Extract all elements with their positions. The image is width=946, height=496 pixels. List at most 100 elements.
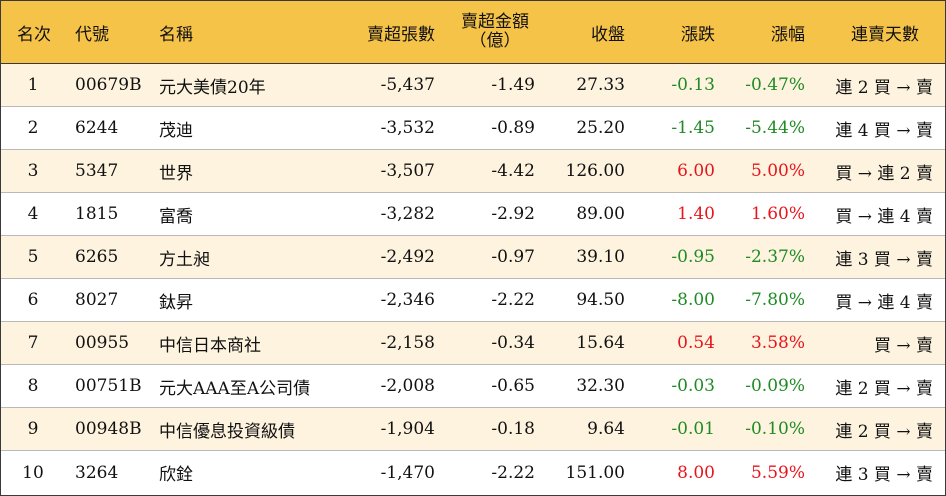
header-net-sell-amount-line1: 賣超金額 (461, 12, 529, 32)
cell-streak: 連 3 買 → 賣 (835, 465, 933, 485)
cell-rank: 6 (27, 290, 39, 310)
cell-code: 00751B (75, 376, 142, 396)
cell-streak: 買 → 賣 (873, 335, 933, 356)
cell-streak: 買 → 連 4 賣 (835, 292, 933, 313)
cell-net-sell-amount: -2.22 (491, 290, 535, 310)
cell-streak: 買 → 連 4 賣 (835, 206, 933, 227)
cell-net-sell-lots: -3,532 (380, 118, 435, 138)
cell-code: 6244 (75, 118, 119, 138)
cell-name: 元大美債20年 (159, 77, 266, 98)
cell-code: 00955 (75, 333, 130, 353)
cell-name: 鈦昇 (159, 292, 193, 313)
cell-rank: 1 (27, 75, 39, 95)
table-row: 3 5347 世界 -3,507 -4.42 126.00 6.00 5.00% 買 → 連 2… (1, 150, 945, 193)
cell-rank: 2 (27, 118, 39, 138)
cell-change: -0.01 (671, 419, 715, 439)
table-row: 8 00751B 元大AAA至A公司債 -2,008 -0.65 32.30 -0.03 -0… (1, 365, 945, 408)
cell-change: -8.00 (671, 290, 715, 310)
cell-close: 94.50 (576, 290, 625, 310)
cell-net-sell-lots: -1,904 (380, 419, 435, 439)
cell-net-sell-lots: -2,492 (380, 247, 435, 267)
header-change: 漲跌 (681, 24, 715, 45)
header-net-sell-amount: 賣超金額 （億） (447, 1, 543, 63)
cell-net-sell-lots: -2,008 (380, 376, 435, 396)
cell-close: 151.00 (565, 462, 625, 483)
cell-change-pct: -7.80% (745, 290, 805, 310)
cell-close: 32.30 (576, 376, 625, 396)
cell-code: 00679B (75, 75, 142, 95)
cell-close: 25.20 (576, 118, 625, 138)
cell-change: -0.13 (671, 75, 715, 95)
cell-name: 方土昶 (159, 249, 210, 270)
table-row: 2 6244 茂迪 -3,532 -0.89 25.20 -1.45 -5.44% 連 4 買 … (1, 107, 945, 150)
header-net-sell-lots: 賣超張數 (367, 24, 435, 45)
cell-change-pct: -0.10% (745, 419, 805, 439)
cell-net-sell-lots: -1,470 (380, 462, 435, 483)
cell-net-sell-amount: -0.34 (491, 333, 535, 353)
cell-name: 富喬 (159, 206, 193, 227)
cell-net-sell-lots: -2,158 (380, 333, 435, 353)
cell-change: 8.00 (677, 462, 715, 483)
cell-close: 15.64 (576, 333, 625, 353)
header-code: 代號 (75, 24, 109, 45)
cell-code: 3264 (75, 462, 119, 483)
cell-name: 欣銓 (159, 465, 193, 485)
cell-name: 中信優息投資級債 (159, 421, 295, 442)
table-row: 9 00948B 中信優息投資級債 -1,904 -0.18 9.64 -0.01 -0.10… (1, 408, 945, 451)
cell-streak: 買 → 連 2 賣 (835, 163, 933, 184)
cell-net-sell-lots: -5,437 (380, 75, 435, 95)
cell-code: 1815 (75, 204, 119, 224)
table-row: 10 3264 欣銓 -1,470 -2.22 151.00 8.00 5.59% 連 3 買 … (1, 451, 945, 494)
cell-change: 0.54 (677, 333, 715, 353)
cell-change-pct: -5.44% (745, 118, 805, 138)
cell-name: 世界 (159, 163, 193, 184)
cell-change: -1.45 (671, 118, 715, 138)
cell-change-pct: 3.58% (750, 333, 805, 353)
cell-net-sell-amount: -0.89 (491, 118, 535, 138)
cell-rank: 10 (22, 462, 44, 483)
cell-change-pct: -0.09% (745, 376, 805, 396)
cell-close: 9.64 (587, 419, 625, 439)
cell-net-sell-lots: -3,282 (380, 204, 435, 224)
cell-name: 中信日本商社 (159, 335, 261, 356)
cell-streak: 連 3 買 → 賣 (835, 249, 933, 270)
table-header: 名次 代號 名稱 賣超張數 賣超金額 （億） 收盤 漲跌 漲幅 連賣天數 (1, 1, 945, 64)
cell-net-sell-lots: -2,346 (380, 290, 435, 310)
cell-net-sell-amount: -2.92 (491, 204, 535, 224)
cell-name: 茂迪 (159, 120, 193, 141)
cell-change-pct: 1.60% (750, 204, 805, 224)
cell-rank: 7 (27, 333, 39, 353)
cell-net-sell-amount: -0.65 (491, 376, 535, 396)
cell-change-pct: 5.00% (750, 161, 805, 181)
cell-rank: 3 (27, 161, 39, 181)
table-row: 4 1815 富喬 -3,282 -2.92 89.00 1.40 1.60% 買 → 連 4 … (1, 193, 945, 236)
table-row: 7 00955 中信日本商社 -2,158 -0.34 15.64 0.54 3.58% 買 →… (1, 322, 945, 365)
cell-code: 5347 (75, 161, 119, 181)
cell-code: 6265 (75, 247, 119, 267)
cell-streak: 連 2 買 → 賣 (835, 77, 933, 98)
cell-change: -0.95 (671, 247, 715, 267)
cell-net-sell-amount: -2.22 (491, 462, 535, 483)
table-row: 6 8027 鈦昇 -2,346 -2.22 94.50 -8.00 -7.80% 買 → 連 … (1, 279, 945, 322)
header-change-pct: 漲幅 (771, 24, 805, 45)
cell-change-pct: 5.59% (750, 462, 805, 483)
header-rank: 名次 (17, 24, 51, 45)
cell-code: 8027 (75, 290, 119, 310)
cell-rank: 9 (27, 419, 39, 439)
cell-close: 39.10 (576, 247, 625, 267)
cell-streak: 連 2 買 → 賣 (835, 378, 933, 399)
cell-net-sell-amount: -1.49 (491, 75, 535, 95)
header-name: 名稱 (159, 24, 193, 45)
cell-rank: 4 (27, 204, 39, 224)
table-row: 1 00679B 元大美債20年 -5,437 -1.49 27.33 -0.13 -0.47… (1, 64, 945, 107)
cell-change-pct: -0.47% (745, 75, 805, 95)
cell-code: 00948B (75, 419, 142, 439)
header-net-sell-amount-line2: （億） (469, 31, 521, 51)
table-row: 5 6265 方土昶 -2,492 -0.97 39.10 -0.95 -2.37% 連 3 買… (1, 236, 945, 279)
cell-net-sell-amount: -0.97 (491, 247, 535, 267)
cell-change: -0.03 (671, 376, 715, 396)
cell-net-sell-lots: -3,507 (380, 161, 435, 181)
cell-change-pct: -2.37% (745, 247, 805, 267)
cell-change: 6.00 (677, 161, 715, 181)
